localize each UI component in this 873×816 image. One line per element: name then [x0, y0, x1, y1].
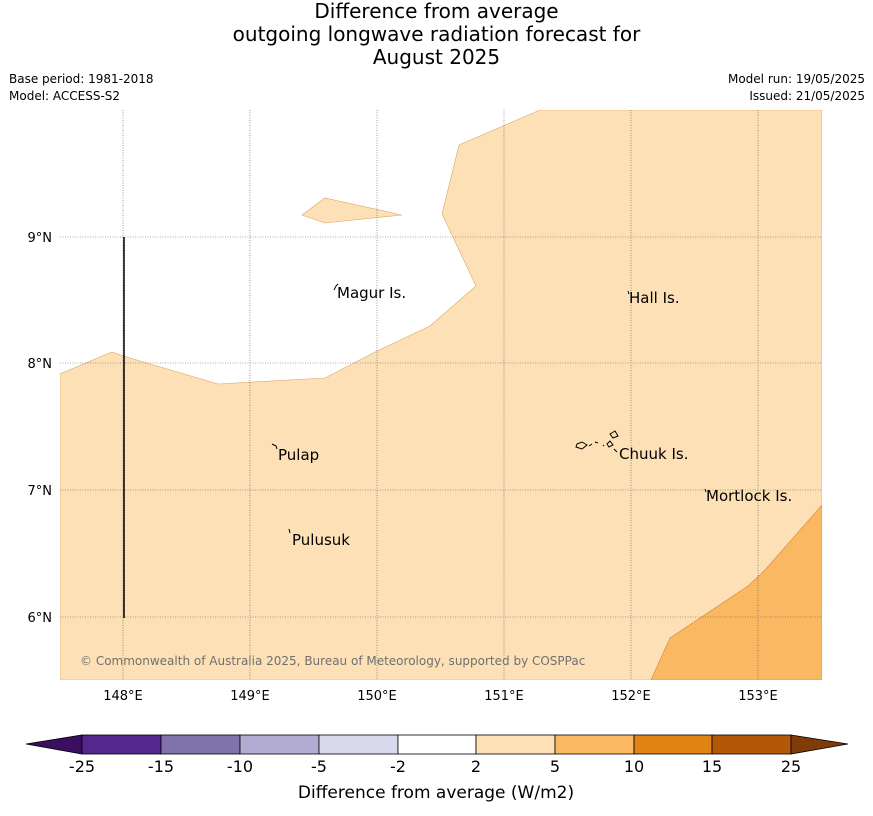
- map-area: Magur Is. Hall Is. Pulap Chuuk Is. Mortl…: [60, 110, 822, 680]
- cb-tick-7: 10: [624, 757, 644, 776]
- cb-tick-0: -25: [69, 757, 95, 776]
- title-line-1: Difference from average: [314, 0, 559, 23]
- lon-tick-152: 152°E: [611, 689, 651, 704]
- cb-tick-9: 25: [781, 757, 801, 776]
- gridlines: [60, 110, 822, 680]
- colorbar-segment-5: [397, 734, 477, 755]
- copyright-text: © Commonwealth of Australia 2025, Bureau…: [80, 654, 585, 668]
- base-period-text: Base period: 1981-2018: [9, 72, 154, 86]
- colorbar-label: Difference from average (W/m2): [298, 783, 574, 803]
- colorbar-segment-3: [239, 734, 320, 755]
- lat-tick-6: 6°N: [28, 611, 53, 626]
- colorbar-segment-2: [160, 734, 241, 755]
- anomaly-region-5-to-10: [650, 504, 822, 680]
- title-line-3: August 2025: [372, 45, 501, 69]
- pulusuk-island-outline: [288, 528, 291, 534]
- island-outlines: [271, 283, 707, 534]
- model-text: Model: ACCESS-S2: [9, 89, 121, 103]
- cb-tick-1: -15: [148, 757, 174, 776]
- longitude-axis: 148°E 149°E 150°E 151°E 152°E 153°E: [103, 689, 778, 704]
- colorbar-segment-8: [633, 734, 713, 755]
- label-hall: Hall Is.: [629, 289, 680, 307]
- anomaly-region-2-to-5: [60, 110, 822, 680]
- lat-tick-9: 9°N: [28, 231, 53, 246]
- cb-tick-8: 15: [702, 757, 722, 776]
- colorbar-segment-6: [475, 734, 556, 755]
- chuuk-lagoon-outline: [575, 430, 619, 453]
- cb-tick-5: 2: [471, 757, 481, 776]
- label-pulusuk: Pulusuk: [292, 531, 350, 549]
- hall-island-outline: [627, 290, 630, 295]
- cb-tick-6: 5: [550, 757, 560, 776]
- lat-tick-8: 8°N: [28, 357, 53, 372]
- colorbar: -25 -15 -10 -5 -2 2 5 10 15 25 Differenc…: [25, 734, 849, 803]
- lon-tick-148: 148°E: [103, 689, 143, 704]
- label-pulap: Pulap: [278, 446, 319, 464]
- label-magur: Magur Is.: [337, 284, 406, 302]
- cb-tick-2: -10: [227, 757, 253, 776]
- title-line-2: outgoing longwave radiation forecast for: [232, 22, 641, 46]
- lon-tick-153: 153°E: [738, 689, 778, 704]
- latitude-axis: 9°N 8°N 7°N 6°N: [28, 231, 53, 626]
- meta-left: Base period: 1981-2018 Model: ACCESS-S2: [9, 71, 154, 105]
- colorbar-segment-4: [318, 734, 399, 755]
- label-mortlock: Mortlock Is.: [706, 487, 792, 505]
- lon-tick-151: 151°E: [484, 689, 524, 704]
- map-title: Difference from average outgoing longwav…: [0, 0, 873, 69]
- colorbar-segment-9: [711, 734, 792, 755]
- cb-tick-3: -5: [311, 757, 327, 776]
- colorbar-segment-7: [554, 734, 635, 755]
- colorbar-extend-low: [25, 734, 83, 755]
- meta-right: Model run: 19/05/2025 Issued: 21/05/2025: [728, 71, 865, 105]
- cb-tick-4: -2: [390, 757, 406, 776]
- colorbar-segment-1: [81, 734, 162, 755]
- lat-tick-7: 7°N: [28, 484, 53, 499]
- issued-text: Issued: 21/05/2025: [749, 89, 865, 103]
- lon-tick-150: 150°E: [357, 689, 397, 704]
- lon-tick-149: 149°E: [230, 689, 270, 704]
- pulap-island-outline: [271, 443, 278, 450]
- magur-island-outline: [333, 283, 339, 291]
- anomaly-patch-2-to-5: [301, 197, 403, 224]
- label-chuuk: Chuuk Is.: [619, 445, 688, 463]
- model-run-text: Model run: 19/05/2025: [727, 72, 865, 86]
- colorbar-extend-high: [790, 734, 849, 755]
- mortlock-island-outline: [704, 488, 707, 493]
